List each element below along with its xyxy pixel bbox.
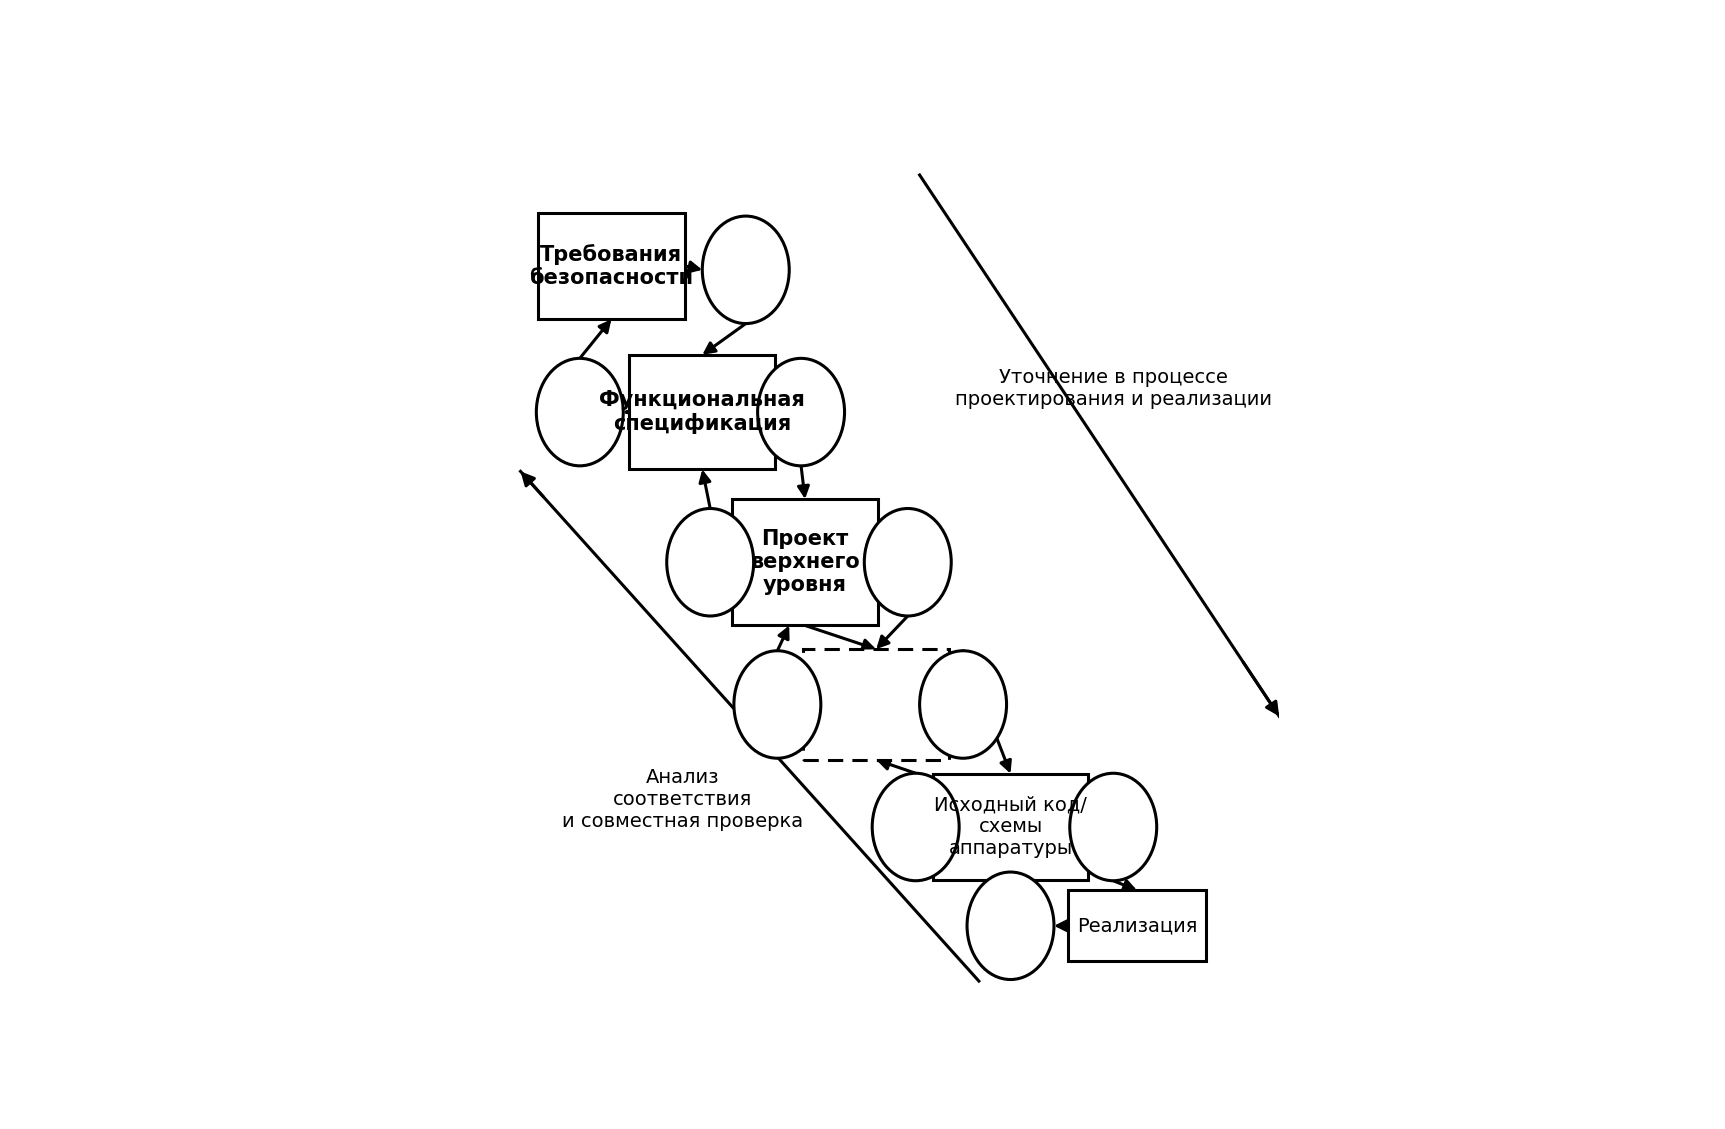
Text: Требования
безопасности: Требования безопасности	[530, 244, 693, 288]
Ellipse shape	[757, 358, 845, 466]
Bar	[630, 355, 776, 470]
Ellipse shape	[1070, 773, 1157, 881]
Bar	[538, 212, 685, 320]
Bar	[933, 773, 1087, 881]
Ellipse shape	[968, 872, 1054, 980]
Ellipse shape	[668, 508, 754, 616]
Ellipse shape	[864, 508, 950, 616]
Text: Проект
верхнего
уровня: Проект верхнего уровня	[750, 530, 859, 595]
Ellipse shape	[733, 650, 821, 759]
Text: Анализ
соответствия
и совместная проверка: Анализ соответствия и совместная проверк…	[562, 768, 804, 831]
Bar	[1068, 890, 1206, 962]
Text: Исходный код/
схемы
аппаратуры: Исходный код/ схемы аппаратуры	[933, 796, 1087, 858]
Ellipse shape	[702, 216, 790, 324]
Bar	[731, 499, 878, 625]
Ellipse shape	[536, 358, 623, 466]
Text: Функциональная
спецификация: Функциональная спецификация	[599, 390, 806, 435]
Ellipse shape	[919, 650, 1007, 759]
Bar	[804, 649, 949, 760]
Ellipse shape	[873, 773, 959, 881]
Text: Реализация: Реализация	[1076, 917, 1197, 935]
Text: Уточнение в процессе
проектирования и реализации: Уточнение в процессе проектирования и ре…	[954, 368, 1271, 409]
